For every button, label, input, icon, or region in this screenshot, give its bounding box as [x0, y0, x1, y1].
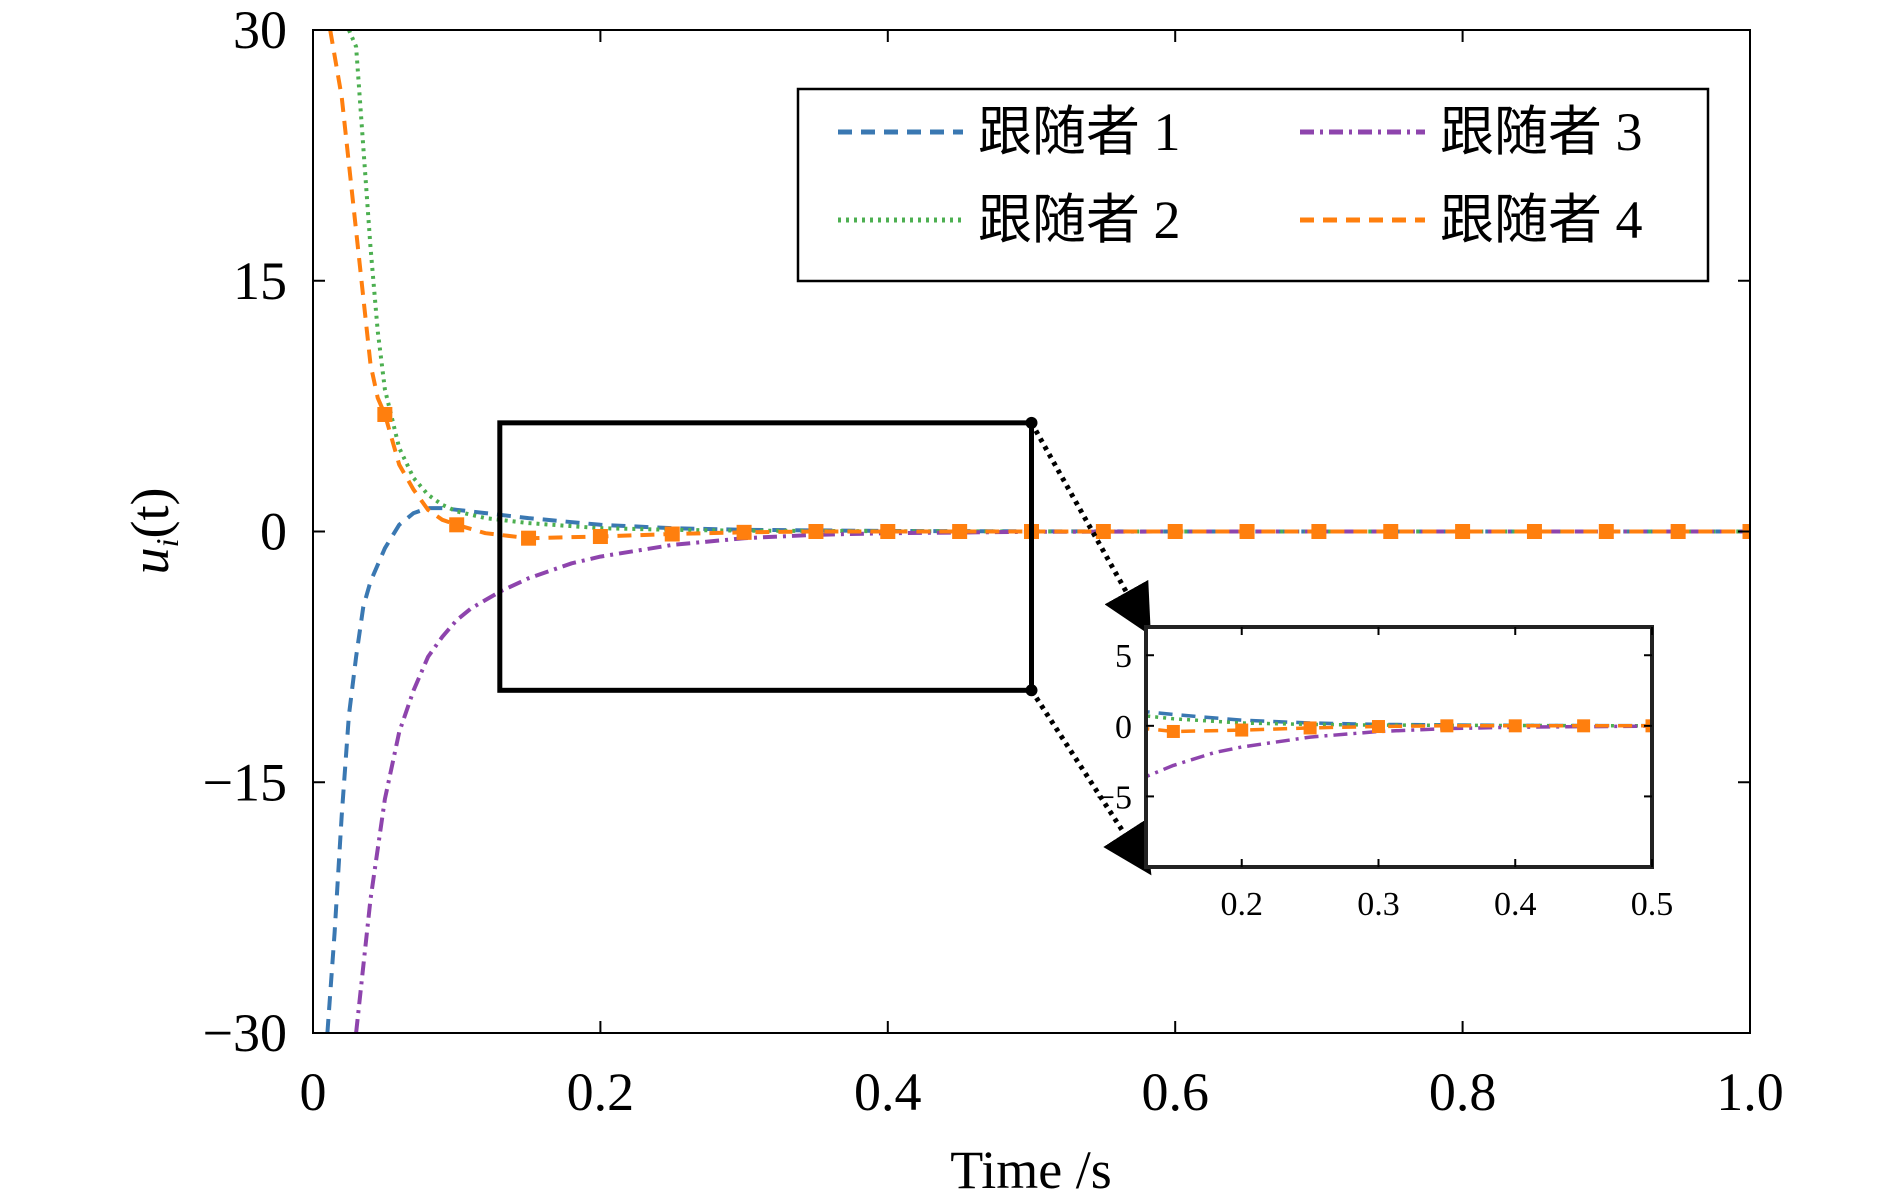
- inset-series-marker-4: [1303, 721, 1317, 735]
- inset-axes: 0.2 0.3 0.4 0.5 5 0 −5: [1096, 625, 1864, 923]
- legend-label-4: 跟随者 4: [1440, 190, 1643, 250]
- series-marker-4: [521, 530, 537, 546]
- x-tick-label: 0.4: [854, 1062, 922, 1122]
- zoom-indicator: [497, 416, 1152, 876]
- series-marker-4: [377, 406, 393, 422]
- series-marker-4: [1095, 524, 1111, 539]
- inset-series-marker-4: [1577, 719, 1591, 733]
- inset-x-tick-label: 0.4: [1494, 886, 1537, 923]
- series-layer: [325, 30, 1750, 1033]
- y-ticks: 30 15 0 −15 −30: [203, 0, 1750, 1063]
- legend-label-1: 跟随者 1: [978, 102, 1181, 162]
- y-axis-label-arg: (t): [120, 488, 180, 539]
- y-tick-label: −30: [203, 1003, 287, 1063]
- series-marker-4: [880, 524, 896, 539]
- inset-series-marker-4: [1508, 719, 1522, 733]
- series-marker-4: [1239, 524, 1255, 539]
- x-tick-label: 0: [300, 1062, 327, 1122]
- inset-y-tick-label: 5: [1115, 638, 1132, 675]
- inset-background: [1146, 627, 1652, 867]
- inset-ticks: 0.2 0.3 0.4 0.5 5 0 −5: [1096, 627, 1673, 923]
- inset-series-marker-4: [1851, 719, 1864, 732]
- y-tick-label: 15: [233, 251, 287, 311]
- inset-series-marker-4: [1440, 719, 1454, 733]
- inset-x-tick-label: 0.3: [1357, 886, 1400, 923]
- inset-x-tick-label: 0.2: [1220, 886, 1263, 923]
- zoom-region-box: [497, 420, 1034, 693]
- main-axes: 0 0.2 0.4 0.6 0.8 1.0 30 15 0 −15 −30 Time /s ui(…: [120, 0, 1784, 1200]
- y-tick-label: −15: [203, 752, 287, 812]
- series-marker-4: [1311, 524, 1327, 539]
- inset-series-marker-4: [1371, 720, 1385, 734]
- series-marker-4: [808, 524, 824, 539]
- inset-series-marker-4: [1235, 723, 1249, 737]
- series-marker-4: [1383, 524, 1399, 539]
- x-tick-label: 1.0: [1716, 1062, 1784, 1122]
- series-marker-4: [664, 526, 680, 542]
- y-axis-label: ui(t): [120, 488, 185, 575]
- inset-series-line-3: [1146, 724, 1652, 779]
- series-marker-4: [1526, 524, 1542, 539]
- inset-x-tick-label: 0.5: [1631, 886, 1674, 923]
- series-marker-4: [736, 524, 752, 540]
- y-tick-label: 0: [260, 502, 287, 562]
- legend: 跟随者 1 跟随者 2 跟随者 3 跟随者 4: [796, 87, 1710, 283]
- y-axis-label-sub: i: [149, 539, 185, 548]
- inset-frame: [1144, 625, 1654, 869]
- zoom-connector-arrow: [1029, 421, 1151, 636]
- inset-series-marker-4: [1098, 714, 1111, 727]
- x-tick-label: 0.2: [567, 1062, 635, 1122]
- legend-box: [796, 87, 1710, 283]
- inset-series-layer: [1098, 709, 1864, 779]
- series-marker-4: [1598, 524, 1614, 539]
- legend-label-3: 跟随者 3: [1440, 102, 1643, 162]
- x-ticks: 0 0.2 0.4 0.6 0.8 1.0: [300, 30, 1784, 1122]
- x-axis-label: Time /s: [950, 1140, 1112, 1200]
- inset-series-marker-4: [1782, 719, 1795, 732]
- series-marker-4: [592, 529, 608, 545]
- y-tick-label: 30: [233, 0, 287, 60]
- series-marker-4: [449, 517, 465, 533]
- x-tick-label: 0.6: [1141, 1062, 1209, 1122]
- series-marker-4: [952, 524, 968, 539]
- series-marker-4: [1455, 524, 1471, 539]
- inset-series-marker-4: [1714, 719, 1727, 732]
- inset-y-tick-label: −5: [1096, 779, 1132, 816]
- y-axis-label-base: u: [120, 547, 180, 574]
- inset-series-marker-4: [1166, 724, 1180, 738]
- inset-series-line-4: [1146, 724, 1652, 734]
- series-marker-4: [1670, 524, 1686, 539]
- x-tick-label: 0.8: [1429, 1062, 1497, 1122]
- series-line-4: [328, 30, 1750, 541]
- inset-y-tick-label: 0: [1115, 709, 1132, 746]
- legend-label-2: 跟随者 2: [978, 190, 1181, 250]
- series-marker-4: [1167, 524, 1183, 539]
